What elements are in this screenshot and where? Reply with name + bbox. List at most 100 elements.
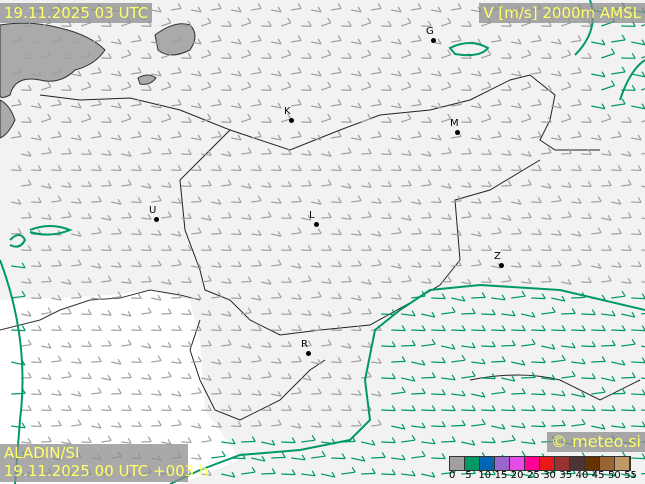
wind-barb [441,440,456,443]
wind-barb [591,360,606,363]
wind-barb-feather [637,197,642,203]
city-marker [289,118,294,123]
wind-barb-feather [257,294,262,301]
wind-barb-feather [277,38,282,45]
wind-barb-feather [67,245,72,251]
wind-barb [231,41,242,45]
wind-barb [571,201,582,204]
wind-barb [271,264,282,267]
legend-tick: 10 [478,470,492,481]
wind-barb-feather [237,421,242,427]
wind-barb-feather [391,405,396,411]
wind-barb [461,441,476,446]
wind-barb-feather [451,374,456,381]
wind-barb [561,216,572,219]
wind-barb [161,54,171,59]
wind-barb-feather [267,20,272,27]
wind-barb-feather [237,70,242,77]
wind-barb-feather [547,116,552,123]
wind-barb [541,185,552,189]
wind-barb [351,137,362,141]
wind-barb [491,265,502,269]
wind-barb-feather [167,181,172,188]
wind-barb-feather [521,325,526,331]
wind-barb-feather [411,340,416,346]
wind-barb-feather [117,38,122,45]
wind-barb-feather [87,437,92,443]
wind-barb-feather [117,134,122,141]
wind-barb-feather [391,469,396,475]
wind-barb [101,217,112,221]
city-label: U [149,205,157,216]
wind-barb-feather [247,373,252,380]
wind-barb [71,73,82,77]
wind-barb [371,393,382,397]
wind-barb-feather [417,228,422,234]
wind-barb-feather [287,309,292,315]
legend-swatch [495,457,510,470]
wind-barb-feather [511,340,516,346]
wind-barb [371,424,382,427]
wind-barb-feather [267,308,272,314]
wind-barb-feather [197,38,202,45]
wind-barb-feather [337,261,342,267]
wind-barb-feather [127,372,132,378]
wind-barb-feather [461,325,466,331]
wind-barb-feather [551,306,556,313]
wind-barb [341,217,352,220]
wind-barb [541,409,556,412]
wind-barb [371,39,382,43]
wind-barb-feather [457,195,462,202]
wind-barb-feather [287,81,292,88]
wind-barb [431,393,446,396]
wind-barb-feather [587,84,592,91]
wind-barb-feather [307,52,312,59]
wind-barb-feather [467,84,472,91]
wind-barb [461,375,476,379]
wind-barb-feather [577,99,582,105]
wind-barb-feather [197,356,202,362]
wind-barb-feather [337,165,342,171]
wind-barb-feather [207,81,212,88]
wind-barb-feather [127,49,132,56]
wind-barb-feather [447,113,452,120]
wind-barb-feather [317,388,322,394]
wind-barb [21,184,32,187]
wind-barb [451,329,466,332]
wind-barb [31,105,42,109]
wind-barb [41,345,52,349]
wind-barb-feather [451,343,456,350]
wind-barb-feather [417,35,422,41]
wind-barb-feather [401,454,406,461]
wind-barb-feather [601,294,606,301]
wind-barb-feather [117,358,122,365]
wind-barb [21,313,32,317]
wind-barb-feather [287,373,292,379]
wind-barb-feather [287,405,292,411]
wind-barb-feather [377,390,382,397]
wind-barb-feather [317,228,322,234]
wind-barb-feather [387,277,392,283]
wind-barb-feather [47,405,52,411]
wind-barb-feather [541,293,546,299]
wind-barb-feather [347,20,352,27]
wind-barb-feather [291,437,296,443]
wind-barb-feather [117,291,122,298]
wind-barb-feather [617,165,622,171]
wind-barb-feather [331,471,336,478]
wind-barb [551,105,562,109]
legend-swatch [480,457,495,470]
city-marker [455,130,460,135]
wind-barb-feather [177,99,182,105]
wind-barb-feather [207,180,212,186]
wind-barb-feather [571,308,576,314]
wind-barb-feather [541,357,546,363]
wind-barb-feather [337,99,342,105]
wind-barb [601,118,611,123]
wind-barb-feather [461,295,466,302]
wind-barb-feather [447,49,452,56]
wind-barb [301,377,312,381]
wind-barb [451,233,462,236]
wind-barb-feather [347,116,352,123]
